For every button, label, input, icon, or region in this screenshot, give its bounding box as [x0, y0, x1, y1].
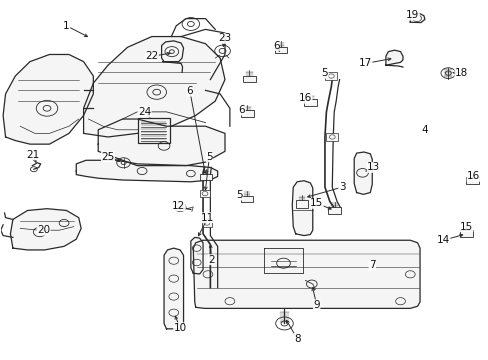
- Polygon shape: [193, 240, 419, 309]
- Text: 23: 23: [218, 33, 231, 43]
- Bar: [200, 190, 209, 197]
- Text: 7: 7: [368, 260, 375, 270]
- Text: 4: 4: [421, 125, 427, 135]
- Text: 10: 10: [173, 323, 186, 333]
- Text: 6: 6: [186, 86, 193, 96]
- Bar: [304, 99, 316, 107]
- Text: 1: 1: [63, 21, 70, 31]
- Bar: [241, 196, 252, 202]
- Text: 20: 20: [37, 225, 50, 235]
- Polygon shape: [163, 248, 183, 329]
- Text: 3: 3: [338, 182, 345, 192]
- Polygon shape: [353, 152, 371, 194]
- Bar: [466, 177, 478, 184]
- Polygon shape: [3, 54, 93, 144]
- Text: 15: 15: [309, 198, 323, 208]
- Text: 13: 13: [366, 162, 380, 172]
- Text: 14: 14: [436, 235, 449, 245]
- Polygon shape: [292, 181, 312, 235]
- Text: 8: 8: [293, 333, 300, 343]
- Text: 6: 6: [238, 105, 245, 115]
- Bar: [202, 220, 211, 226]
- Bar: [326, 134, 337, 140]
- Text: 24: 24: [138, 107, 151, 117]
- Text: 11: 11: [201, 213, 214, 222]
- Text: 17: 17: [358, 58, 371, 68]
- Bar: [459, 230, 472, 237]
- Text: 18: 18: [454, 68, 467, 78]
- Text: 5: 5: [236, 190, 243, 200]
- Polygon shape: [10, 209, 81, 250]
- Text: 22: 22: [145, 51, 158, 61]
- Bar: [138, 118, 169, 143]
- Text: 21: 21: [26, 150, 39, 160]
- Text: 6: 6: [272, 41, 279, 50]
- Polygon shape: [98, 119, 224, 166]
- Text: 2: 2: [207, 255, 214, 265]
- Text: 5: 5: [321, 68, 327, 78]
- Bar: [243, 76, 255, 82]
- Bar: [295, 201, 308, 208]
- Text: 16: 16: [298, 93, 311, 103]
- Bar: [274, 47, 287, 53]
- Polygon shape: [385, 50, 402, 65]
- Bar: [328, 207, 340, 214]
- Polygon shape: [190, 237, 203, 274]
- Text: 15: 15: [459, 222, 472, 231]
- Text: 12: 12: [172, 201, 185, 211]
- Text: 16: 16: [466, 171, 479, 181]
- Text: 9: 9: [313, 300, 319, 310]
- Bar: [325, 72, 336, 80]
- Polygon shape: [161, 41, 183, 62]
- Text: 19: 19: [405, 10, 419, 20]
- Polygon shape: [76, 160, 217, 182]
- Text: 5: 5: [205, 152, 212, 162]
- Polygon shape: [409, 13, 424, 23]
- Bar: [241, 111, 253, 117]
- Polygon shape: [83, 37, 224, 137]
- Text: 25: 25: [101, 152, 114, 162]
- Bar: [200, 174, 211, 180]
